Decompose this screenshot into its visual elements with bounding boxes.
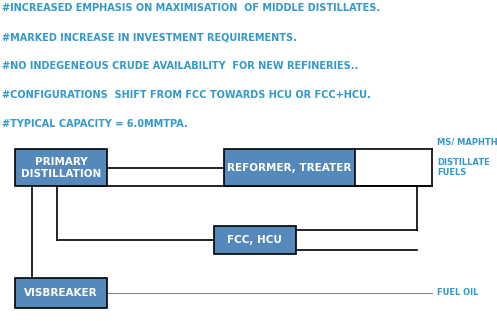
Text: #TYPICAL CAPACITY = 6.0MMTPA.: #TYPICAL CAPACITY = 6.0MMTPA. (2, 119, 188, 129)
Text: FCC, HCU: FCC, HCU (227, 235, 282, 245)
Text: #MARKED INCREASE IN INVESTMENT REQUIREMENTS.: #MARKED INCREASE IN INVESTMENT REQUIREME… (2, 32, 297, 42)
Text: #CONFIGURATIONS  SHIFT FROM FCC TOWARDS HCU OR FCC+HCU.: #CONFIGURATIONS SHIFT FROM FCC TOWARDS H… (2, 90, 371, 100)
Text: VISBREAKER: VISBREAKER (24, 288, 98, 298)
FancyBboxPatch shape (15, 278, 107, 308)
Text: #NO INDEGENEOUS CRUDE AVAILABILITY  FOR NEW REFINERIES..: #NO INDEGENEOUS CRUDE AVAILABILITY FOR N… (2, 61, 359, 71)
Text: MS/ MAPHTHA: MS/ MAPHTHA (437, 137, 497, 146)
Text: DISTILLATE
FUELS: DISTILLATE FUELS (437, 158, 490, 178)
Text: #INCREASED EMPHASIS ON MAXIMISATION  OF MIDDLE DISTILLATES.: #INCREASED EMPHASIS ON MAXIMISATION OF M… (2, 3, 381, 13)
Text: PRIMARY
DISTILLATION: PRIMARY DISTILLATION (21, 157, 101, 178)
Text: REFORMER, TREATER: REFORMER, TREATER (227, 163, 352, 173)
Text: FUEL OIL: FUEL OIL (437, 288, 479, 298)
FancyBboxPatch shape (15, 149, 107, 186)
FancyBboxPatch shape (214, 226, 296, 254)
FancyBboxPatch shape (224, 149, 355, 186)
